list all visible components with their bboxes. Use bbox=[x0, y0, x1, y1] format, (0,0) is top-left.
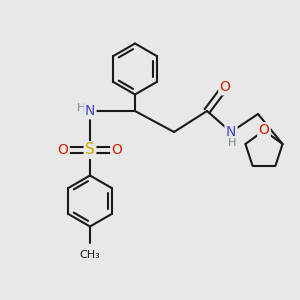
Text: H: H bbox=[77, 103, 86, 113]
Text: CH₃: CH₃ bbox=[80, 250, 100, 260]
Text: H: H bbox=[228, 137, 237, 148]
Text: N: N bbox=[85, 104, 95, 118]
Text: O: O bbox=[58, 143, 68, 157]
Text: O: O bbox=[112, 143, 122, 157]
Text: N: N bbox=[226, 125, 236, 139]
Text: O: O bbox=[259, 124, 269, 137]
Text: O: O bbox=[220, 80, 230, 94]
Text: S: S bbox=[85, 142, 95, 158]
